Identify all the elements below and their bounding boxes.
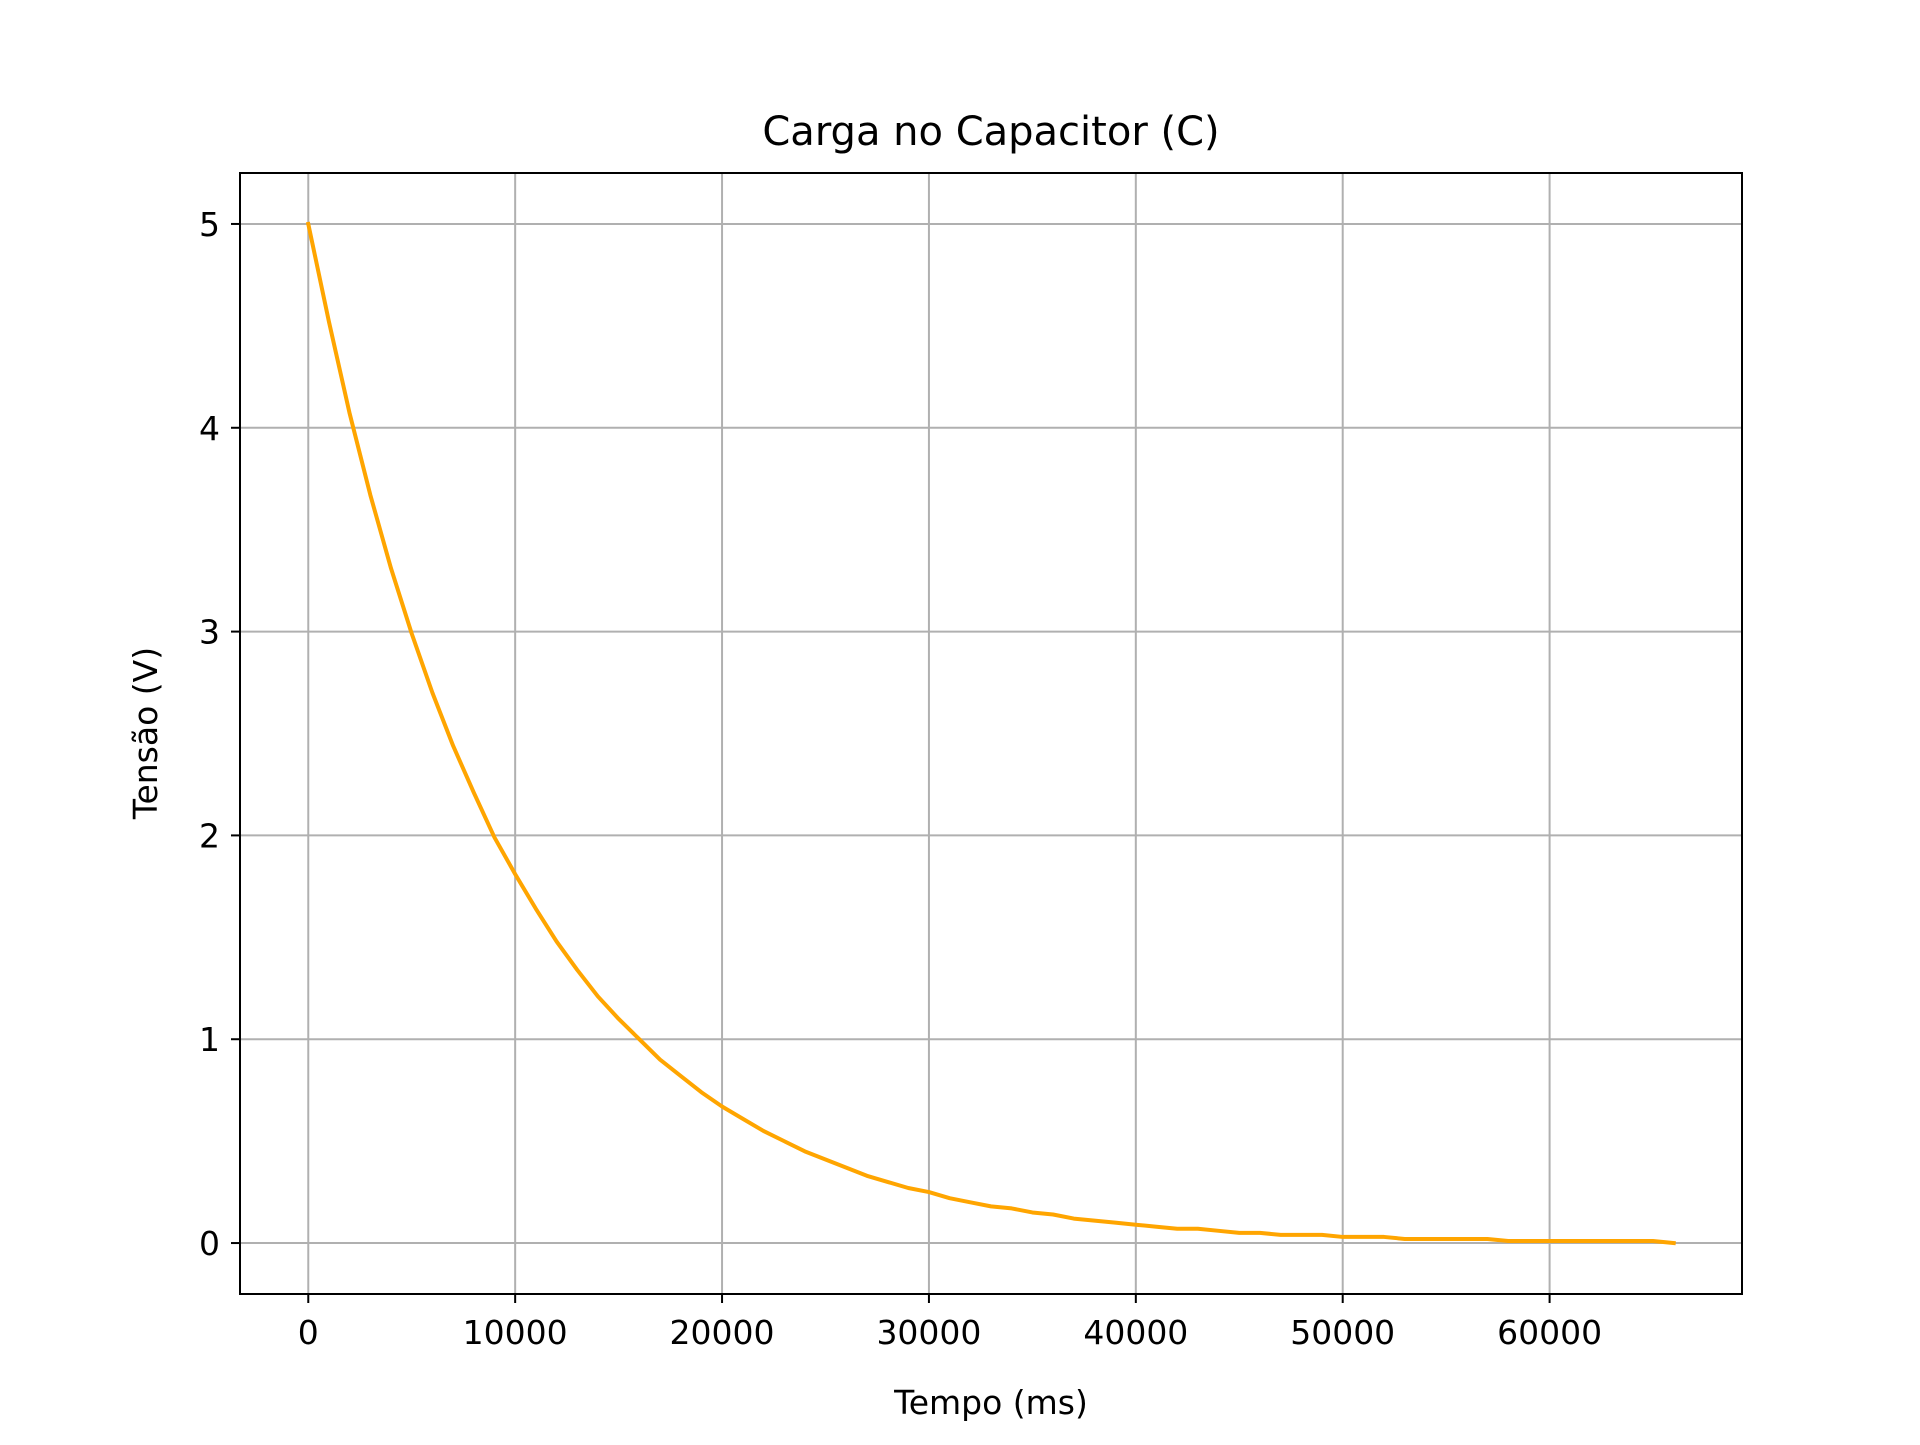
x-tick-label: 60000 [1497,1313,1602,1352]
y-tick-label: 1 [199,1020,220,1059]
y-tick-label: 4 [199,409,220,448]
plot-frame [239,172,1743,1295]
x-axis-label: Tempo (ms) [893,1383,1088,1422]
x-tick-label: 10000 [463,1313,568,1352]
y-tick-label: 0 [199,1224,220,1263]
chart-title: Carga no Capacitor (C) [762,109,1219,155]
x-tick-label: 20000 [670,1313,775,1352]
y-tick-label: 3 [199,613,220,652]
y-tick-label: 5 [199,205,220,244]
grid-layer [240,173,1742,1294]
plot-layer [305,221,1676,1246]
x-tick-label: 30000 [876,1313,981,1352]
x-tick-label: 0 [298,1313,319,1352]
y-tick-label: 2 [199,816,220,855]
tick-layer: 0 10000 20000 30000 40000 50000 60000 0 1 2 3 4 5 [199,205,1602,1352]
y-axis-label: Tensão (V) [126,647,165,820]
series-line [305,221,1676,1246]
x-tick-label: 50000 [1290,1313,1395,1352]
x-tick-label: 40000 [1083,1313,1188,1352]
